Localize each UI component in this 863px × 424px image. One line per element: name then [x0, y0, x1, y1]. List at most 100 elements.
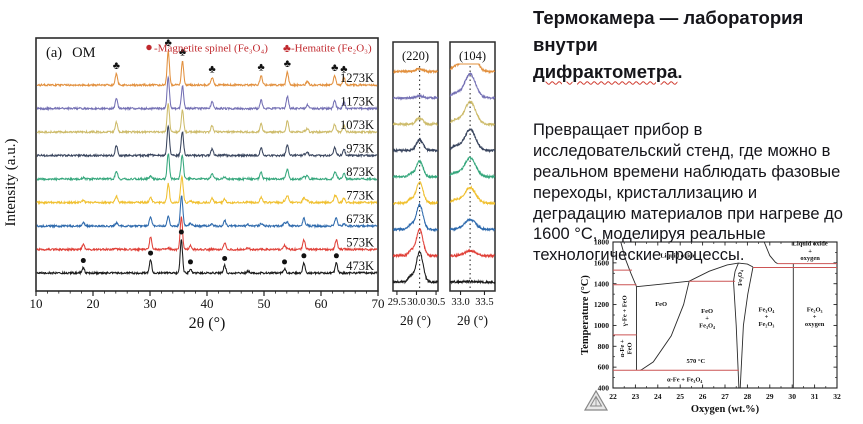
phase-region-label: α-Fe + Fe₃O₄ [667, 376, 702, 383]
magnetite-dot-marker [333, 253, 339, 259]
zoom-104-panel-xlabel: 2θ (°) [457, 313, 488, 328]
phase-xtick: 22 [609, 392, 617, 401]
legend-magnetite-dot-icon [146, 44, 152, 51]
phase-xtick: 25 [676, 392, 684, 401]
magnetite-dot-marker [282, 259, 288, 265]
hematite-club-marker: ♣ [165, 37, 172, 49]
xrd-series-973K [36, 124, 378, 159]
phase-ytick: 800 [598, 342, 610, 351]
zoom-220-panel-series-1173K [392, 93, 439, 101]
phase-boundary-line [640, 281, 690, 371]
xrd-xtick: 50 [258, 296, 271, 311]
phase-boundary-line [636, 262, 754, 288]
phase-xtick: 29 [766, 392, 774, 401]
xrd-series-1273K [36, 50, 378, 88]
heading-misspelled-word: дифрактометра [533, 60, 678, 82]
zoom-220-panel-series-573K [392, 228, 438, 259]
phase-xtick: 28 [744, 392, 752, 401]
phase-xtick: 27 [721, 392, 729, 401]
phase-ytick: 1400 [594, 279, 609, 288]
phase-boundary-line [739, 266, 754, 389]
xrd-series-label-1073K: 1073K [340, 118, 374, 132]
heading-line1: Термокамера — лаборатория внутри [533, 7, 804, 55]
zoom-220-panel: (220) 29.5 30.0 30.5 2θ (°) [388, 41, 445, 328]
phase-ylabel: Temperature (°C) [580, 275, 591, 355]
phase-diagram: 22 23 24 25 26 27 28 29 30 31 32 400 600 800 1000 1200 1… [580, 238, 841, 415]
xrd-xtick: 70 [372, 296, 385, 311]
zoom-220-panel-series-1073K [392, 116, 438, 128]
phase-ytick: 400 [598, 384, 610, 393]
zoom-104-panel-series-973K [449, 128, 496, 154]
zoom-104-panel-xtick: 33.0 [451, 297, 469, 308]
zoom-104-panel-series-873K [449, 156, 496, 180]
magnetite-dot-marker [187, 259, 193, 265]
zoom-104-panel-series-1073K [449, 100, 495, 128]
xrd-series-1173K [36, 75, 378, 112]
magnetite-dot-marker [80, 258, 86, 264]
phase-region-label: 570 °C [687, 358, 706, 365]
zoom-104-panel-series-1273K [449, 63, 496, 75]
xrd-main-chart: 10 20 30 40 50 60 70 2θ (°) Intensity (a.u.) 473K… [3, 37, 385, 332]
hematite-club-marker: ♣ [113, 60, 120, 72]
xrd-series-label-473K: 473K [346, 259, 374, 273]
zoom-220-panel-xtick: 30.5 [427, 297, 445, 308]
xrd-series-label-873K: 873K [346, 165, 374, 179]
legend-hematite-label: -Hematite (Fe₂O₃) [291, 43, 372, 55]
xrd-xtick: 60 [315, 296, 328, 311]
phase-xtick: 24 [654, 392, 662, 401]
phase-ytick: 1000 [594, 321, 609, 330]
xrd-xtick: 30 [144, 296, 157, 311]
article-body: Превращает прибор в исследовательский сте… [533, 121, 843, 265]
phase-ytick: 1800 [594, 238, 609, 247]
phase-region-label: Liquid oxide + oxygen [793, 241, 828, 262]
zoom-220-panel-series-1273K [393, 67, 439, 75]
phase-xtick: 26 [699, 392, 707, 401]
hematite-club-marker: ♣ [209, 64, 216, 76]
magnetite-dot-marker [178, 229, 184, 235]
hematite-club-marker: ♣ [340, 64, 347, 76]
xrd-series-873K [36, 153, 378, 182]
phase-region-label: FeO + Fe₃O₄ [699, 308, 715, 329]
phase-boundary-line [620, 241, 637, 287]
xrd-series-label-1173K: 1173K [340, 95, 374, 109]
xrd-series-673K [36, 195, 378, 229]
phase-region-label: Liquid oxide [660, 253, 695, 260]
zoom-104-panel-series-1173K [449, 71, 496, 101]
article-column: Термокамера — лаборатория внутри дифракто… [533, 5, 863, 266]
xrd-series-473K [36, 239, 378, 276]
phase-xtick: 32 [833, 392, 841, 401]
xrd-series-label-573K: 573K [346, 236, 374, 250]
xrd-xtick: 20 [87, 296, 100, 311]
xrd-ylabel: Intensity (a.u.) [3, 139, 19, 227]
xrd-xtick: 40 [201, 296, 214, 311]
phase-region-label: FeO [655, 301, 667, 308]
zoom-220-panel-series-973K [392, 137, 439, 154]
hematite-club-marker: ♣ [284, 58, 291, 70]
phase-region-label: Fe₂O₃ + oxygen [805, 306, 825, 327]
xrd-series-label-1273K: 1273K [340, 71, 374, 85]
phase-region-label: γ-Fe + FeO [621, 295, 628, 327]
phase-xlabel: Oxygen (wt.%) [691, 404, 760, 415]
xrd-xlabel: 2θ (°) [189, 315, 226, 332]
phase-region-label: α-Fe +FeO [619, 339, 633, 357]
zoom-220-panel-series-873K [392, 159, 439, 179]
zoom-104-panel: (104) 33.0 33.5 2θ (°) [449, 41, 496, 328]
panel-tag: (a) OM [46, 45, 96, 61]
xrd-series-label-773K: 773K [346, 189, 374, 203]
phase-ytick: 1200 [594, 300, 609, 309]
zoom-220-panel-series-773K [393, 181, 438, 206]
phase-xtick: 30 [788, 392, 796, 401]
phase-boundary-line [763, 241, 778, 264]
phase-xtick: 23 [632, 392, 640, 401]
zoom-220-panel-title: (220) [402, 49, 429, 63]
hematite-club-marker: ♣ [179, 47, 186, 59]
phase-ytick: 1600 [594, 258, 609, 267]
zoom-220-panel-xtick: 29.5 [388, 297, 406, 308]
hematite-club-marker: ♣ [258, 61, 265, 73]
zoom-220-panel-series-673K [392, 202, 439, 233]
zoom-104-panel-xtick: 33.5 [475, 297, 493, 308]
legend-hematite-club-icon: ♣ [283, 41, 291, 55]
phase-ytick: 600 [598, 363, 610, 372]
